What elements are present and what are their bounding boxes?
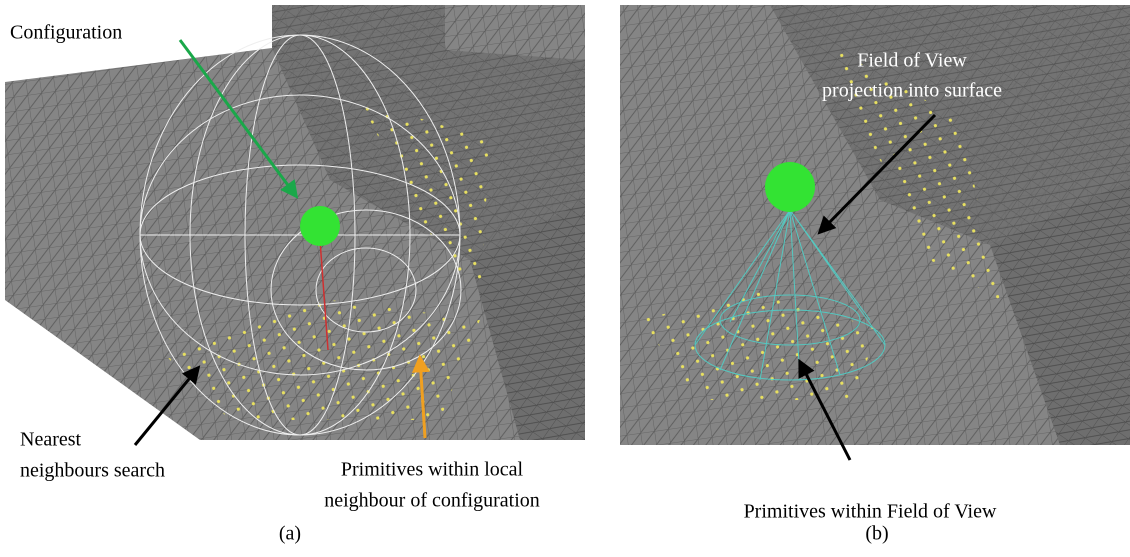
annotation: Configuration [10,22,122,44]
annotation: neighbours search [20,460,165,482]
caption: (b) [865,523,888,545]
annotation: projection into surface [822,80,1002,102]
annotation: Nearest [20,429,82,451]
annotation: neighbour of configuration [324,490,540,512]
render-a [5,5,585,440]
caption: (a) [279,523,301,545]
annotation: Field of View [857,50,967,72]
figure: Configuration Nearest neighbours search … [0,0,1130,557]
annotation: Primitives within local [341,459,524,481]
annotation: Primitives within Field of View [744,501,997,523]
